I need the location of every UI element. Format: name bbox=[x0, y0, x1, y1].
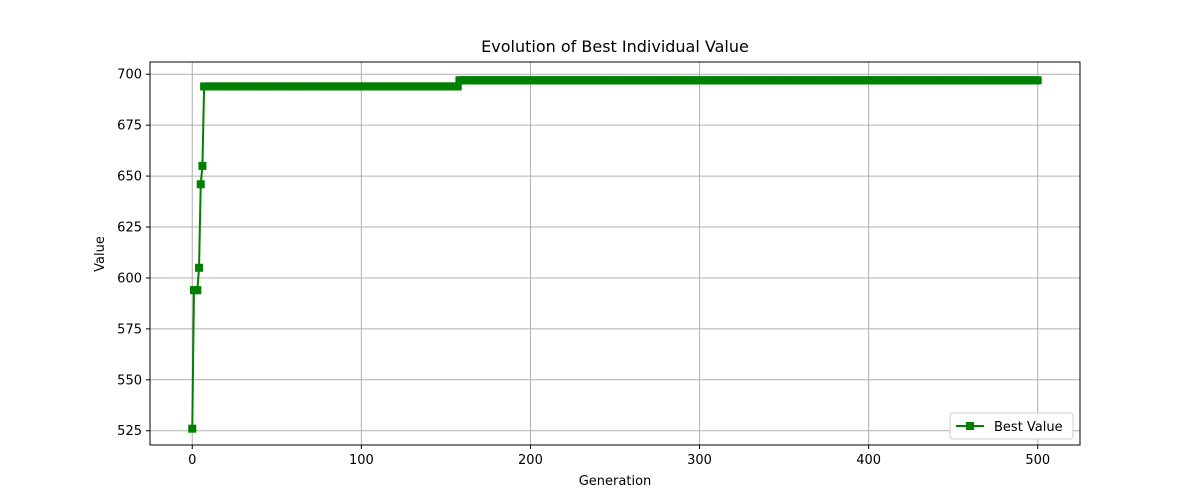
data-point-marker bbox=[188, 424, 197, 433]
series-best-value bbox=[188, 76, 1042, 433]
grid bbox=[150, 62, 1080, 445]
y-tick-label: 600 bbox=[117, 271, 142, 286]
y-tick-label: 700 bbox=[117, 68, 142, 83]
plot-area bbox=[149, 61, 1081, 446]
x-tick-label: 300 bbox=[687, 453, 712, 468]
legend: Best Value bbox=[949, 412, 1074, 440]
x-tick-label: 500 bbox=[1025, 453, 1050, 468]
y-tick-label: 550 bbox=[117, 373, 142, 388]
y-tick-label: 525 bbox=[117, 424, 142, 439]
data-point-marker bbox=[453, 82, 462, 91]
y-axis-ticks: 525 550 575 600 625 650 675 700 bbox=[117, 68, 150, 439]
legend-marker-sample bbox=[966, 422, 974, 430]
data-point-marker bbox=[198, 161, 207, 170]
legend-box bbox=[949, 412, 1074, 440]
x-tick-label: 200 bbox=[518, 453, 543, 468]
series-line bbox=[191, 79, 1038, 429]
x-tick-label: 400 bbox=[856, 453, 881, 468]
chart-title: Evolution of Best Individual Value bbox=[481, 37, 749, 56]
x-axis-title: Generation bbox=[579, 474, 652, 489]
x-tick-label: 100 bbox=[349, 453, 374, 468]
legend-label: Best Value bbox=[994, 420, 1063, 435]
data-point-marker bbox=[196, 180, 205, 189]
data-point-marker bbox=[1033, 76, 1042, 85]
y-tick-label: 675 bbox=[117, 119, 142, 134]
y-tick-label: 625 bbox=[117, 221, 142, 236]
y-axis-title: Value bbox=[93, 236, 108, 272]
x-axis-ticks: 0 100 200 300 400 500 bbox=[188, 445, 1050, 468]
data-point-marker bbox=[195, 263, 204, 272]
y-tick-label: 650 bbox=[117, 170, 142, 185]
data-point-marker bbox=[193, 286, 202, 295]
x-tick-label: 0 bbox=[188, 453, 196, 468]
y-tick-label: 575 bbox=[117, 322, 142, 337]
